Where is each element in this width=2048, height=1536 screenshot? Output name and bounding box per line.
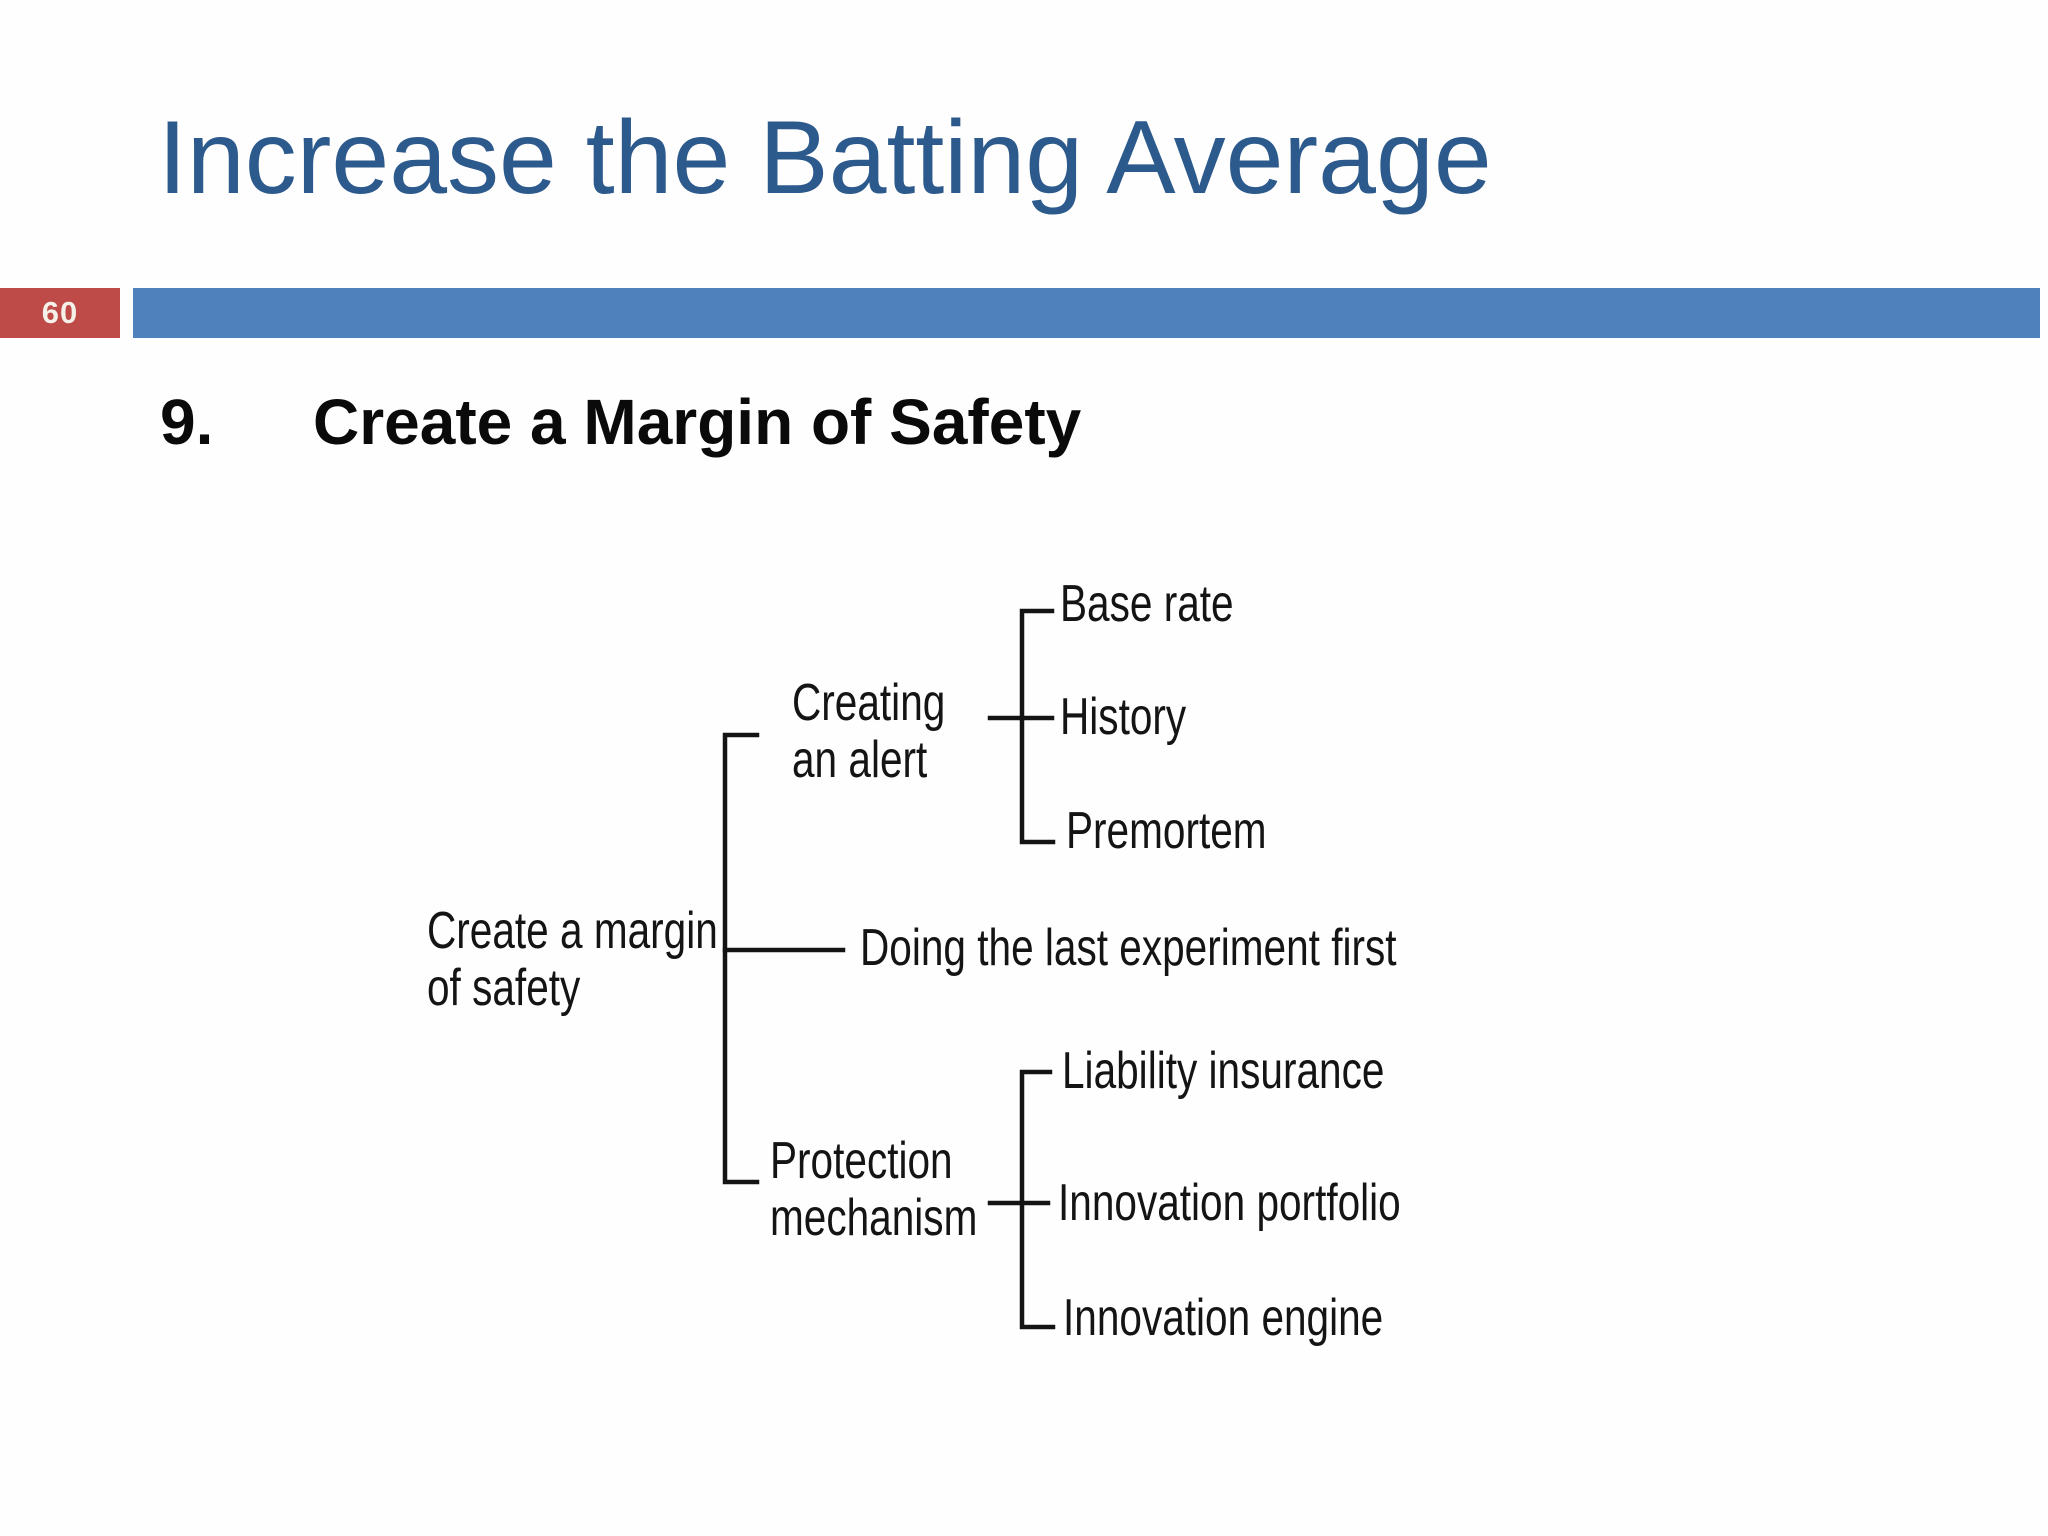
node-liability-insurance-label: Liability insurance (1062, 1042, 1385, 1100)
section-heading-number: 9. (160, 386, 214, 458)
node-history-label: History (1060, 688, 1187, 746)
page-number-badge: 60 (0, 288, 120, 338)
main-bracket (722, 732, 760, 1185)
node-protection-mechanism-label: Protection mechanism (770, 1132, 978, 1247)
node-root-label: Create a margin of safety (427, 902, 718, 1017)
node-innovation-portfolio-label: Innovation portfolio (1058, 1174, 1401, 1232)
alert-bracket (1019, 608, 1056, 845)
protection-bracket (1019, 1069, 1056, 1330)
node-doing-last-experiment-label: Doing the last experiment first (860, 919, 1397, 977)
node-creating-an-alert-label: Creating an alert (792, 674, 946, 789)
slide-title: Increase the Batting Average (158, 100, 1492, 216)
node-base-rate-label: Base rate (1060, 575, 1234, 633)
page-number: 60 (41, 295, 79, 330)
section-heading-text: Create a Margin of Safety (313, 386, 1082, 458)
node-premortem-label: Premortem (1066, 802, 1267, 860)
node-innovation-engine-label: Innovation engine (1063, 1289, 1384, 1347)
accent-bar (133, 288, 2040, 338)
